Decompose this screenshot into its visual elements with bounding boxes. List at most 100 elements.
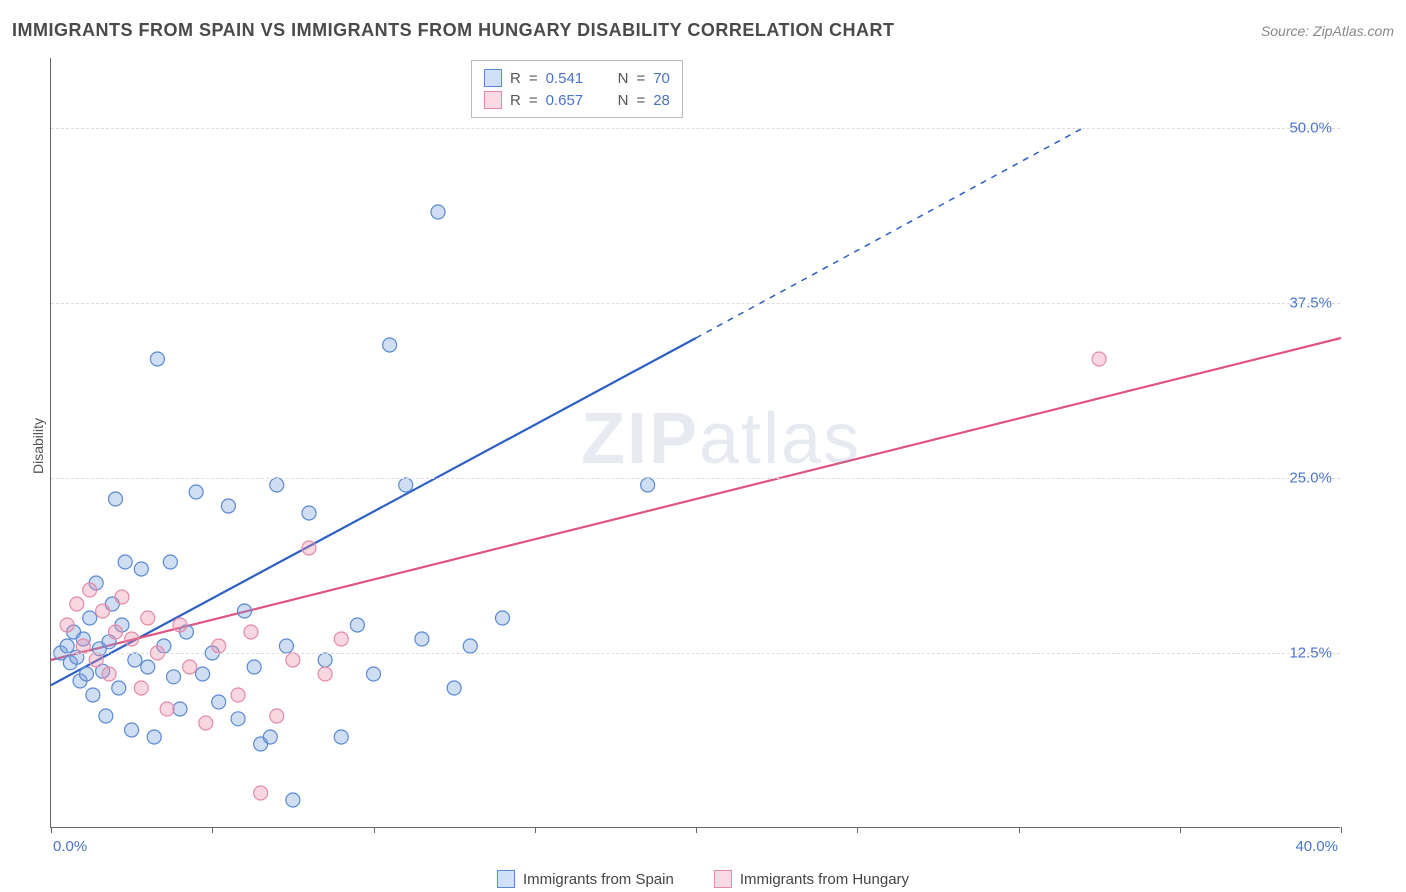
legend-label: Immigrants from Spain: [523, 871, 674, 888]
data-point: [96, 604, 110, 618]
data-point: [70, 597, 84, 611]
data-point: [141, 660, 155, 674]
legend-label: Immigrants from Hungary: [740, 871, 909, 888]
data-point: [79, 667, 93, 681]
eq: =: [636, 70, 645, 87]
data-point: [334, 730, 348, 744]
data-point: [383, 338, 397, 352]
x-tick: [696, 827, 697, 833]
data-point: [212, 639, 226, 653]
data-point: [118, 555, 132, 569]
data-point: [109, 492, 123, 506]
data-point: [302, 541, 316, 555]
stat-n-label: N: [618, 70, 629, 87]
x-tick: [374, 827, 375, 833]
data-point: [641, 478, 655, 492]
data-point: [147, 730, 161, 744]
data-point: [196, 667, 210, 681]
gridline: [51, 478, 1340, 479]
correlation-stats-box: R = 0.541 N = 70R = 0.657 N = 28: [471, 60, 683, 118]
x-tick: [1019, 827, 1020, 833]
legend-swatch: [497, 870, 515, 888]
data-point: [109, 625, 123, 639]
stat-row: R=0.657N=28: [484, 89, 670, 111]
x-tick: [535, 827, 536, 833]
data-point: [89, 653, 103, 667]
gridline: [51, 303, 1340, 304]
data-point: [254, 786, 268, 800]
stat-n-value: 70: [653, 70, 670, 87]
data-point: [350, 618, 364, 632]
data-point: [238, 604, 252, 618]
x-tick-label: 40.0%: [1295, 838, 1338, 855]
data-point: [231, 688, 245, 702]
series-swatch: [484, 91, 502, 109]
data-point: [244, 625, 258, 639]
legend-item: Immigrants from Hungary: [714, 870, 909, 888]
legend-swatch: [714, 870, 732, 888]
y-tick-label: 12.5%: [1289, 645, 1332, 662]
gridline: [51, 128, 1340, 129]
plot-area: ZIPatlas R=0.541N=70R=0.657N=28 12.5%25.…: [50, 58, 1340, 828]
data-point: [183, 660, 197, 674]
series-swatch: [484, 69, 502, 87]
data-point: [270, 709, 284, 723]
data-point: [318, 653, 332, 667]
data-point: [270, 478, 284, 492]
data-point: [163, 555, 177, 569]
stat-row: R = 0.541 N = 70: [484, 67, 670, 89]
y-tick-label: 50.0%: [1289, 120, 1332, 137]
data-point: [463, 639, 477, 653]
data-point: [76, 639, 90, 653]
eq: =: [636, 92, 645, 109]
data-point: [367, 667, 381, 681]
eq: =: [529, 92, 538, 109]
data-point: [212, 695, 226, 709]
data-point: [263, 730, 277, 744]
data-point: [1092, 352, 1106, 366]
x-tick: [212, 827, 213, 833]
data-point: [431, 205, 445, 219]
data-point: [302, 506, 316, 520]
trend-line: [51, 338, 696, 685]
data-point: [286, 793, 300, 807]
data-point: [415, 632, 429, 646]
data-point: [150, 352, 164, 366]
eq: =: [529, 70, 538, 87]
stat-n-label: N: [618, 92, 629, 109]
data-point: [102, 667, 116, 681]
x-tick: [857, 827, 858, 833]
data-point: [189, 485, 203, 499]
data-point: [83, 583, 97, 597]
stat-r-value: 0.541: [546, 70, 600, 87]
data-point: [167, 670, 181, 684]
data-point: [134, 681, 148, 695]
chart-header: IMMIGRANTS FROM SPAIN VS IMMIGRANTS FROM…: [12, 20, 1394, 41]
x-tick-label: 0.0%: [53, 838, 87, 855]
gridline: [51, 653, 1340, 654]
data-point: [334, 632, 348, 646]
data-point: [318, 667, 332, 681]
stat-n-value: 28: [653, 92, 670, 109]
chart-title: IMMIGRANTS FROM SPAIN VS IMMIGRANTS FROM…: [12, 20, 895, 41]
trend-line-extrapolated: [696, 128, 1083, 338]
data-point: [60, 618, 74, 632]
data-point: [221, 499, 235, 513]
stat-r-label: R: [510, 70, 521, 87]
data-point: [286, 653, 300, 667]
data-point: [199, 716, 213, 730]
y-axis-label: Disability: [30, 418, 46, 474]
x-tick: [1341, 827, 1342, 833]
x-tick: [1180, 827, 1181, 833]
data-point: [128, 653, 142, 667]
data-point: [231, 712, 245, 726]
data-point: [125, 632, 139, 646]
data-point: [86, 688, 100, 702]
data-point: [99, 709, 113, 723]
data-point: [160, 702, 174, 716]
x-tick: [51, 827, 52, 833]
legend-item: Immigrants from Spain: [497, 870, 674, 888]
stat-r-value: 0.657: [546, 92, 600, 109]
data-point: [447, 681, 461, 695]
data-point: [399, 478, 413, 492]
